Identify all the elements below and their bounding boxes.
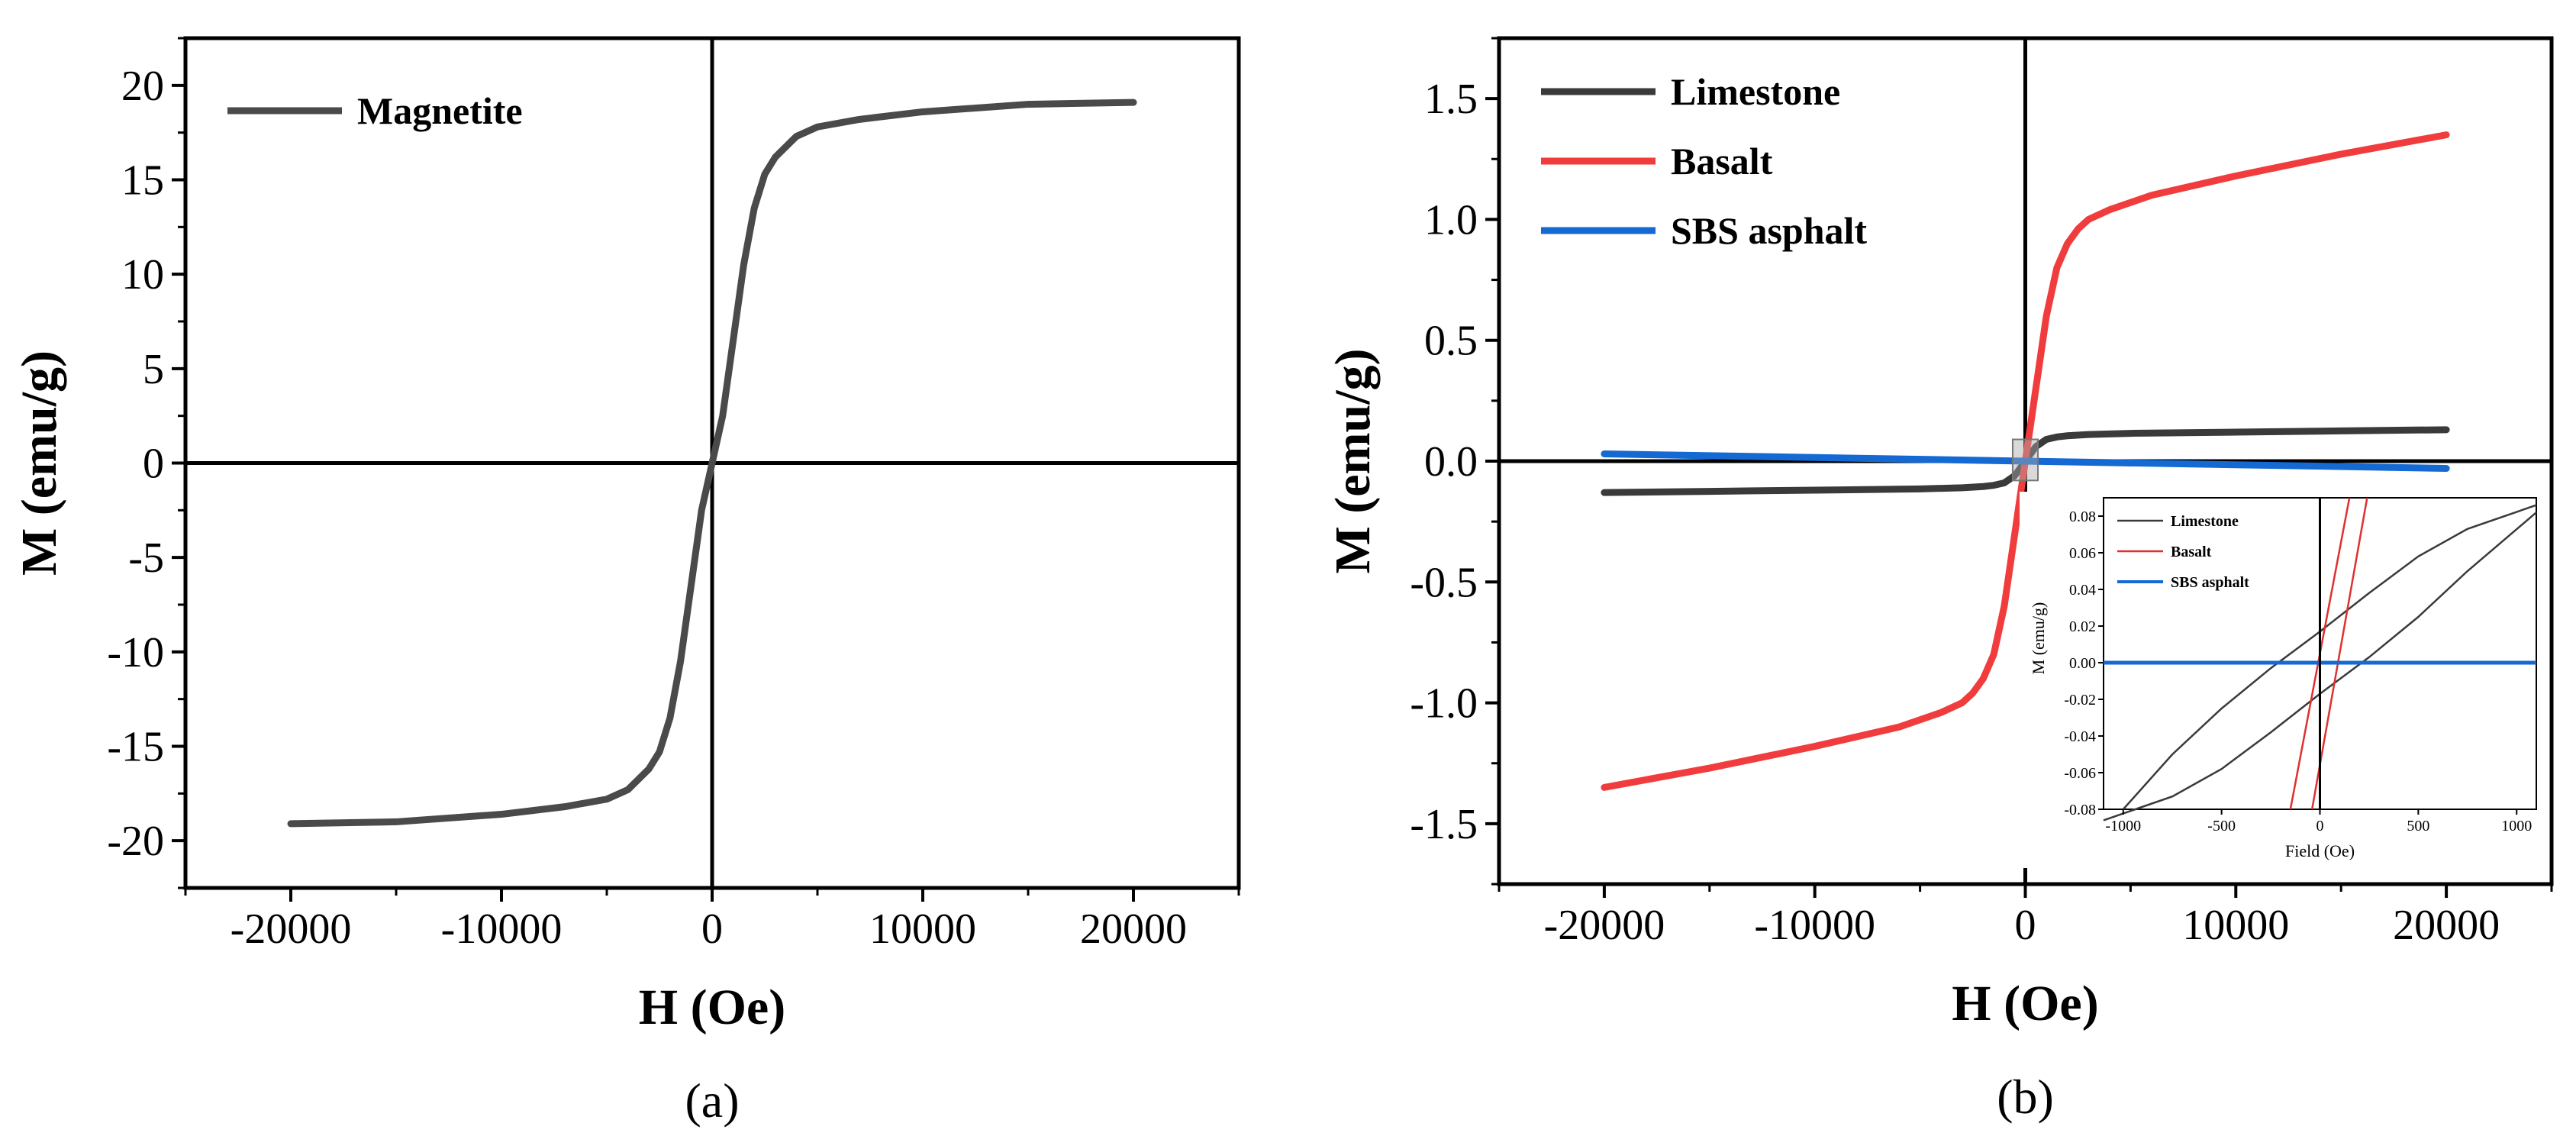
inset-x-tick-label: 1000 xyxy=(2501,818,2532,834)
inset-y-tick-label: 0.06 xyxy=(2069,545,2096,562)
inset-legend-label: Basalt xyxy=(2171,544,2212,560)
x-tick-label: -20000 xyxy=(231,905,352,953)
inset-series-line xyxy=(2310,497,2368,810)
series-line-magnetite xyxy=(287,98,1137,828)
legend-label: Basalt xyxy=(1671,140,1773,182)
x-tick-label: 10000 xyxy=(869,905,976,953)
x-tick-label: 20000 xyxy=(2393,902,2500,949)
y-tick-label: -0.5 xyxy=(1410,559,1478,606)
x-tick-label: -10000 xyxy=(1754,902,1875,949)
y-tick-label: -15 xyxy=(107,724,164,771)
inset-x-axis-label: Field (Oe) xyxy=(2285,841,2355,860)
inset-y-tick-label: 0.00 xyxy=(2069,655,2096,672)
y-axis-label: M (emu/g) xyxy=(1325,348,1381,573)
y-tick-label: 1.5 xyxy=(1424,76,1478,123)
x-axis-label: H (Oe) xyxy=(1952,976,2098,1031)
zoom-region-box xyxy=(2011,438,2039,482)
legend-label: SBS asphalt xyxy=(1671,209,1867,252)
inset-x-tick-label: 0 xyxy=(2316,818,2324,834)
legend-label: Limestone xyxy=(1671,70,1840,113)
y-tick-label: 20 xyxy=(121,63,164,110)
y-tick-label: 0 xyxy=(143,441,164,488)
inset-y-tick-label: -0.02 xyxy=(2064,692,2096,709)
panel-caption: (b) xyxy=(1997,1070,2054,1124)
inset-y-tick-label: 0.02 xyxy=(2069,618,2096,635)
inset-y-tick-label: 0.08 xyxy=(2069,508,2096,525)
inset-x-tick-label: 500 xyxy=(2407,818,2429,834)
inset-legend-label: SBS asphalt xyxy=(2171,574,2249,591)
y-tick-label: -1.0 xyxy=(1410,680,1478,728)
x-tick-label: 20000 xyxy=(1080,905,1187,953)
inset-legend-label: Limestone xyxy=(2171,513,2239,530)
x-tick-label: 0 xyxy=(2015,902,2036,949)
x-axis-label: H (Oe) xyxy=(639,980,785,1035)
inset-y-axis-label: M (emu/g) xyxy=(2029,602,2048,675)
y-tick-label: 10 xyxy=(121,251,164,299)
x-tick-label: 10000 xyxy=(2182,902,2289,949)
inset-background xyxy=(2020,492,2548,868)
y-tick-label: -1.5 xyxy=(1410,801,1478,848)
panel-caption: (a) xyxy=(685,1073,739,1128)
inset-y-tick-label: -0.04 xyxy=(2064,728,2096,745)
y-tick-label: 0.5 xyxy=(1424,318,1478,365)
legend-label: Magnetite xyxy=(357,89,523,132)
y-tick-label: -20 xyxy=(107,818,164,865)
y-tick-label: 0.0 xyxy=(1424,438,1478,486)
panel-b: -20000 -10000 0 10000 20000-1.5-1.0-0.50.00.… xyxy=(1325,36,2554,1124)
x-tick-label: 0 xyxy=(701,905,723,953)
y-tick-label: -10 xyxy=(107,629,164,676)
panel-a: -20000 -10000 0 10000 20000 -20 -15 -10 -5 0 5 10 15… xyxy=(11,36,1241,1128)
x-tick-label: -20000 xyxy=(1544,902,1665,949)
y-tick-label: 1.0 xyxy=(1424,196,1478,244)
inset-y-tick-label: 0.04 xyxy=(2069,582,2096,599)
inset-y-tick-label: -0.06 xyxy=(2064,765,2096,782)
y-tick-label: 5 xyxy=(143,346,164,393)
series-line-sbs-asphalt xyxy=(1601,450,2450,472)
y-tick-label: -5 xyxy=(128,534,164,582)
y-axis-label: M (emu/g) xyxy=(11,350,67,576)
x-tick-label: -10000 xyxy=(441,905,563,953)
inset-x-tick-label: -500 xyxy=(2207,818,2236,834)
inset-x-tick-label: -1000 xyxy=(2105,818,2141,834)
inset-y-tick-label: -0.08 xyxy=(2064,802,2096,818)
y-tick-label: 15 xyxy=(121,157,164,205)
